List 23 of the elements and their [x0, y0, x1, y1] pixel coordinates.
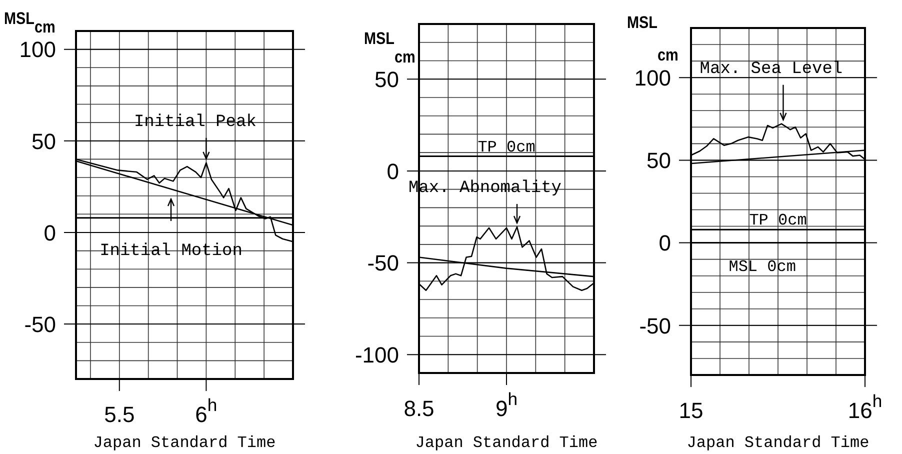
y-tick-label: 100: [19, 37, 56, 62]
y-tick-label: -50: [367, 250, 399, 276]
y-tick-label: -50: [639, 313, 671, 338]
y-tick-label: 100: [634, 65, 671, 90]
x-tick-label: 8.5: [404, 396, 434, 421]
y-tick-label: 0: [658, 230, 671, 256]
y-tick-label: 50: [646, 148, 671, 174]
x-axis-title: Japan Standard Time: [93, 434, 276, 452]
x-axis-title: Japan Standard Time: [415, 434, 598, 452]
ref-line-label: TP 0cm: [478, 138, 536, 156]
y-tick-label: 0: [386, 158, 399, 184]
y-tick-label: 0: [44, 220, 56, 246]
x-tick-label: 6$^{h}$: [195, 395, 218, 427]
x-tick-label: 16$^{h}$: [848, 391, 882, 423]
y-tick-label: 50: [32, 128, 56, 154]
x-tick-label: 9$^{h}$: [495, 389, 518, 421]
x-tick-label: 15: [678, 398, 704, 423]
x-axis-title: Japan Standard Time: [686, 434, 870, 452]
y-tick-label: 50: [374, 67, 399, 92]
x-tick-label: 5.5: [104, 402, 135, 427]
y-tick-label: -50: [24, 312, 56, 337]
ref-line-label: TP 0cm: [749, 212, 807, 230]
y-tick-label: -100: [354, 342, 399, 368]
